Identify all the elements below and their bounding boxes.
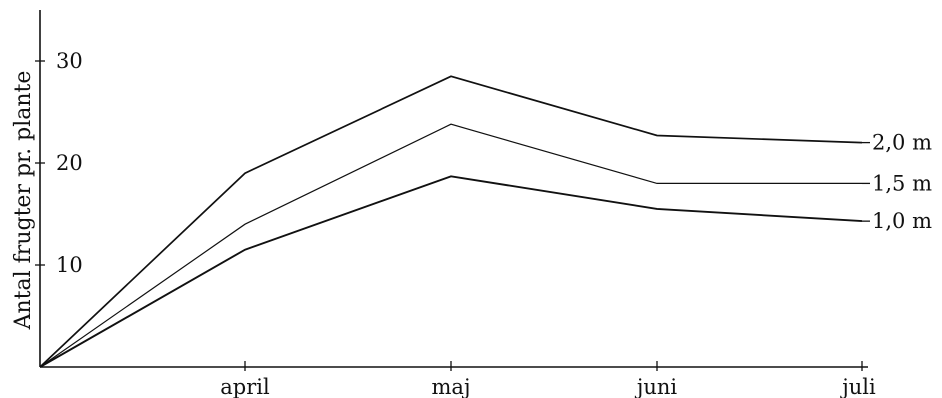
y-tick-label: 20 — [56, 151, 83, 175]
x-tick-label-juni: juni — [634, 375, 678, 398]
series-line-2 — [39, 123, 862, 368]
x-ticks: april maj juni juli — [220, 361, 876, 398]
series-line-1 — [39, 75, 863, 368]
y-axis-label: Antal frugter pr. plante — [11, 71, 36, 331]
series-group — [39, 75, 863, 368]
axes — [39, 10, 868, 368]
y-tick-label: 30 — [56, 49, 83, 73]
x-tick-label-april: april — [220, 375, 270, 398]
series-label-1: 2,0 m — [872, 131, 932, 155]
series-label-3: 1,0 m — [872, 209, 932, 233]
x-tick-label-maj: maj — [432, 375, 471, 398]
x-tick-label-juli: juli — [839, 375, 876, 398]
series-line-3 — [39, 175, 863, 368]
series-label-2: 1,5 m — [872, 171, 932, 195]
y-tick-label: 10 — [56, 253, 83, 277]
y-ticks: 10 20 30 — [35, 49, 83, 277]
series-labels: 2,0 m 1,5 m 1,0 m — [862, 131, 932, 233]
